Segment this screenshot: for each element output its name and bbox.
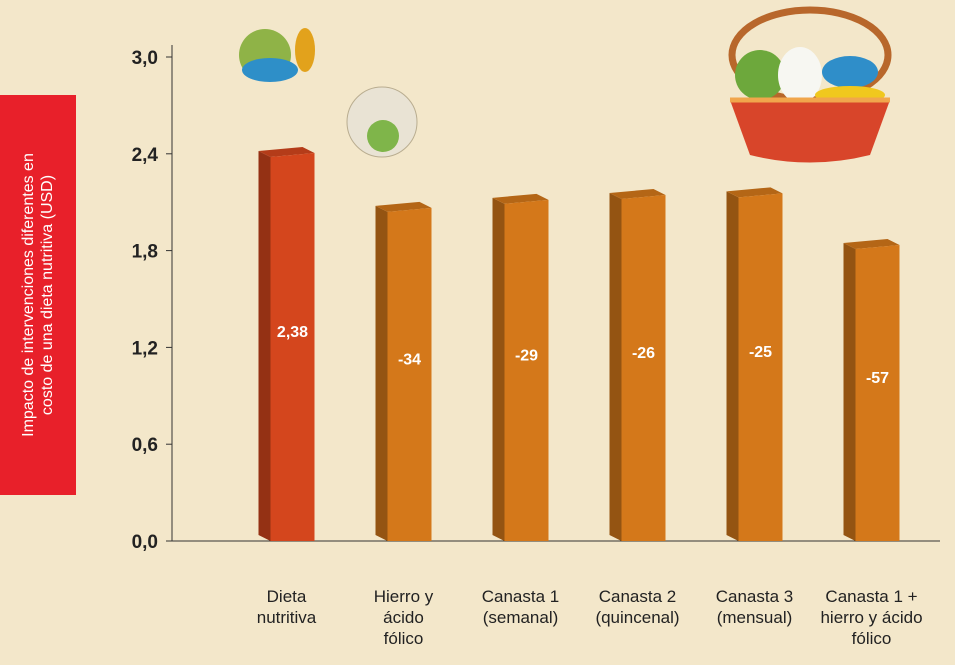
x-tick-label: Hierro y ácido fólico xyxy=(373,587,434,648)
y-axis-label-box: Impacto de intervenciones diferentes en … xyxy=(0,95,76,495)
bar-front xyxy=(387,207,432,541)
bar-label: -34 xyxy=(398,351,421,368)
bar-side xyxy=(258,151,271,541)
y-tick-label: 3,0 xyxy=(132,48,158,69)
bar-top xyxy=(375,201,432,212)
bar xyxy=(726,187,783,542)
x-tick-label: Canasta 3 (mensual) xyxy=(715,587,794,627)
food-icon xyxy=(239,28,315,82)
bar xyxy=(609,188,666,541)
x-tick-label: Canasta 1 (semanal) xyxy=(481,587,560,627)
bar-front xyxy=(621,194,666,541)
bar-side xyxy=(375,205,388,541)
bar-top xyxy=(726,187,783,198)
bar-side xyxy=(609,192,622,541)
x-tick-label: Dieta nutritiva xyxy=(256,587,317,627)
beans-icon xyxy=(346,86,418,158)
bar-label: -57 xyxy=(866,370,889,387)
bar-label: -26 xyxy=(632,345,655,362)
bar-label: -25 xyxy=(749,344,772,361)
bar-top xyxy=(843,238,900,249)
y-tick-label: 0,6 xyxy=(132,435,158,456)
bar-front xyxy=(738,193,783,542)
basket-icon xyxy=(728,6,892,163)
bar-label: -29 xyxy=(515,347,538,364)
bar-label: 2,38 xyxy=(277,324,308,341)
bar-side xyxy=(726,191,739,542)
y-tick-label: 2,4 xyxy=(132,145,159,166)
bar-top xyxy=(609,188,666,199)
y-tick-label: 0,0 xyxy=(132,532,158,553)
bar xyxy=(492,193,549,541)
y-tick-label: 1,2 xyxy=(132,338,158,359)
x-tick-label: Canasta 2 (quincenal) xyxy=(595,587,680,627)
bar-side xyxy=(843,242,856,541)
bar xyxy=(258,147,315,541)
bar-front xyxy=(504,199,549,541)
y-tick-label: 1,8 xyxy=(132,242,158,263)
bar xyxy=(843,238,900,541)
bar-top xyxy=(492,193,549,204)
bar-side xyxy=(492,197,505,541)
x-tick-label: Canasta 1 + hierro y ácido fólico xyxy=(820,587,923,648)
bar-top xyxy=(258,147,315,158)
bar-front xyxy=(270,153,315,541)
bar xyxy=(375,201,432,541)
bar-front xyxy=(855,244,900,541)
